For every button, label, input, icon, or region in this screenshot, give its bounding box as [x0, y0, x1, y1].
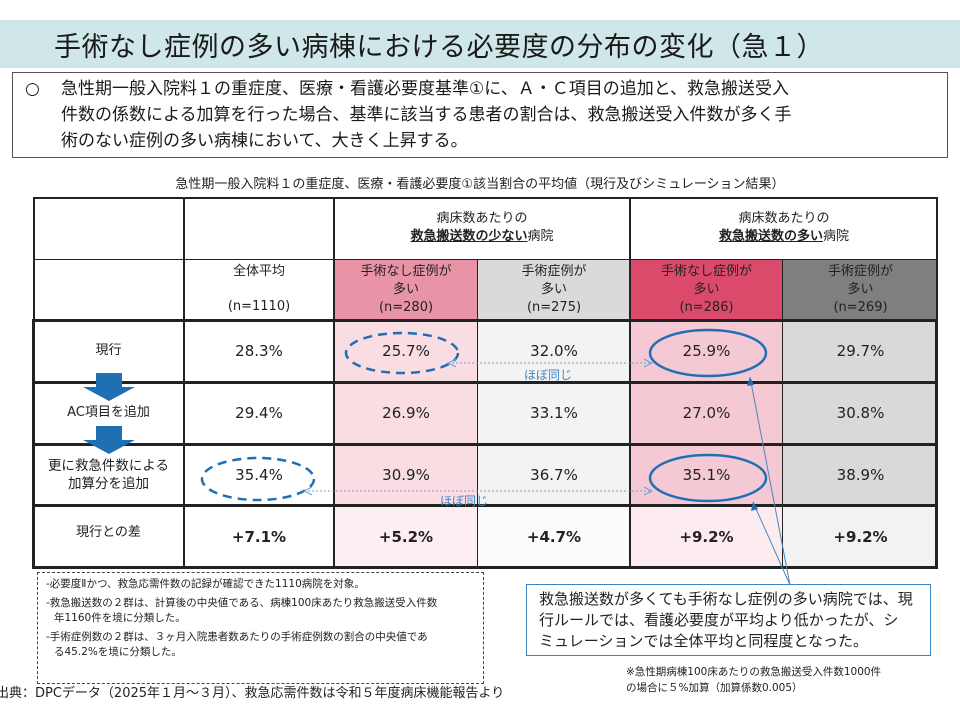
- note-1: -必要度Ⅱかつ、救急応需件数の記録が確認できた1110病院を対象。: [46, 578, 365, 590]
- bg-header-low-surg: [478, 259, 630, 320]
- table-cell: 30.8%: [836, 404, 885, 422]
- column-header-overall: 全体平均 (n=1110): [227, 264, 291, 314]
- table-cell: 36.7%: [530, 465, 578, 484]
- row-label-current: 現行: [95, 343, 122, 358]
- note-2: -救急搬送数の２群は、計算後の中央値である、病棟100床あたり救急搬送受入件数年…: [46, 597, 438, 624]
- column-header-low-nosurg: 手術なし症例が 多い (n=280): [360, 264, 452, 315]
- table-cell: +5.2%: [378, 527, 434, 546]
- grid-line: [935, 319, 938, 569]
- group-header-low: 病床数あたりの 救急搬送数の少ない病院: [410, 211, 554, 244]
- column-header-high-surg: 手術症例が 多い (n=269): [827, 264, 893, 315]
- grid-line: [33, 566, 938, 569]
- note-3: -手術症例数の２群は、３ヶ月入院患者数あたりの手術症例数の割合の中央値であ る45…: [46, 631, 428, 658]
- grid-line: [33, 443, 938, 446]
- grid-line: [333, 197, 335, 569]
- grid-line: [629, 197, 631, 569]
- grid-line: [782, 259, 783, 569]
- table-cell: 26.9%: [382, 404, 430, 422]
- bg-low-surg: [478, 320, 630, 505]
- same-label: ほぼ同じ: [524, 368, 573, 382]
- table-cell: 30.9%: [382, 465, 430, 484]
- callout-box: 救急搬送数が多くても手術なし症例の多い病院では、現 行ルールでは、看護必要度が平…: [526, 584, 931, 656]
- same-label: ほぼ同じ: [440, 494, 489, 508]
- summary-line-3: 術のない症例の多い病棟において、大きく上昇する。: [61, 131, 468, 151]
- row-label-diff: 現行との差: [76, 524, 141, 540]
- data-table: 病床数あたりの 救急搬送数の少ない病院 病床数あたりの 救急搬送数の多い病院 全…: [32, 197, 938, 569]
- column-header-low-surg: 手術症例が 多い (n=275): [521, 264, 587, 315]
- table-cell: 32.0%: [530, 342, 578, 360]
- footnote: ※急性期病棟100床あたりの救急搬送受入件数1000件 の場合に５%加算（加算係…: [626, 666, 882, 694]
- group-header-high: 病床数あたりの 救急搬送数の多い病院: [718, 211, 850, 244]
- table-cell: +7.1%: [231, 527, 287, 546]
- table-cell: 38.9%: [836, 465, 885, 484]
- bg-header-high-surg: [783, 259, 938, 320]
- grid-line: [477, 259, 478, 569]
- bg-diff-low-nosurg: [334, 505, 478, 568]
- table-cell: +9.2%: [833, 527, 888, 546]
- grid-line: [33, 381, 938, 384]
- source-text: 出典：DPCデータ（2025年１月～３月）、救急応需件数は令和５年度病床機能報告…: [0, 686, 505, 701]
- bg-diff-high-surg: [783, 505, 938, 568]
- notes-box: -必要度Ⅱかつ、救急応需件数の記録が確認できた1110病院を対象。 -救急搬送数…: [37, 572, 484, 684]
- table-cell: 27.0%: [682, 404, 731, 422]
- grid-line: [183, 197, 185, 569]
- table-cell: 28.3%: [235, 342, 283, 360]
- summary-line-2: 件数の係数による加算を行った場合、基準に該当する患者の割合は、救急搬送受入件数が…: [61, 105, 792, 125]
- title-bar: 手術なし症例の多い病棟における必要度の分布の変化（急１）: [0, 20, 960, 68]
- table-cell: 33.1%: [530, 404, 578, 422]
- table-cell: +4.7%: [526, 527, 582, 546]
- summary-box: ○ 急性期一般入院料１の重症度、医療・看護必要度基準①に、Ａ・Ｃ項目の追加と、救急…: [12, 72, 948, 158]
- table-cell: 35.4%: [235, 465, 283, 484]
- row-label-add-emergency: 更に救急件数による 加算分を追加: [47, 457, 170, 492]
- grid-line: [936, 197, 938, 319]
- bg-high-surg: [783, 320, 938, 505]
- grid-line: [33, 197, 35, 319]
- table-cell: 25.7%: [382, 342, 430, 360]
- table-cell: 29.4%: [235, 404, 283, 422]
- page-title: 手術なし症例の多い病棟における必要度の分布の変化（急１）: [54, 31, 824, 63]
- grid-line: [33, 504, 938, 507]
- bg-header-low-nosurg: [334, 259, 478, 320]
- grid-line: [32, 319, 35, 569]
- bullet-icon: ○: [25, 79, 40, 99]
- row-label-add-ac: AC項目を追加: [67, 405, 150, 420]
- table-cell: +9.2%: [679, 527, 734, 546]
- grid-line: [33, 319, 938, 322]
- bg-diff-low-surg: [478, 505, 630, 568]
- grid-line: [33, 259, 938, 260]
- table-cell: 35.1%: [682, 465, 731, 484]
- table-cell: 29.7%: [836, 342, 885, 360]
- table-caption: 急性期一般入院料１の重症度、医療・看護必要度①該当割合の平均値（現行及びシミュレ…: [175, 177, 785, 192]
- column-header-high-nosurg: 手術なし症例が 多い (n=286): [660, 264, 752, 315]
- grid-line: [33, 197, 938, 199]
- bg-header-high-nosurg: [630, 259, 783, 320]
- table-cell: 25.9%: [682, 342, 731, 360]
- summary-line-1: ○ 急性期一般入院料１の重症度、医療・看護必要度基準①に、Ａ・Ｃ項目の追加と、救急…: [25, 76, 937, 102]
